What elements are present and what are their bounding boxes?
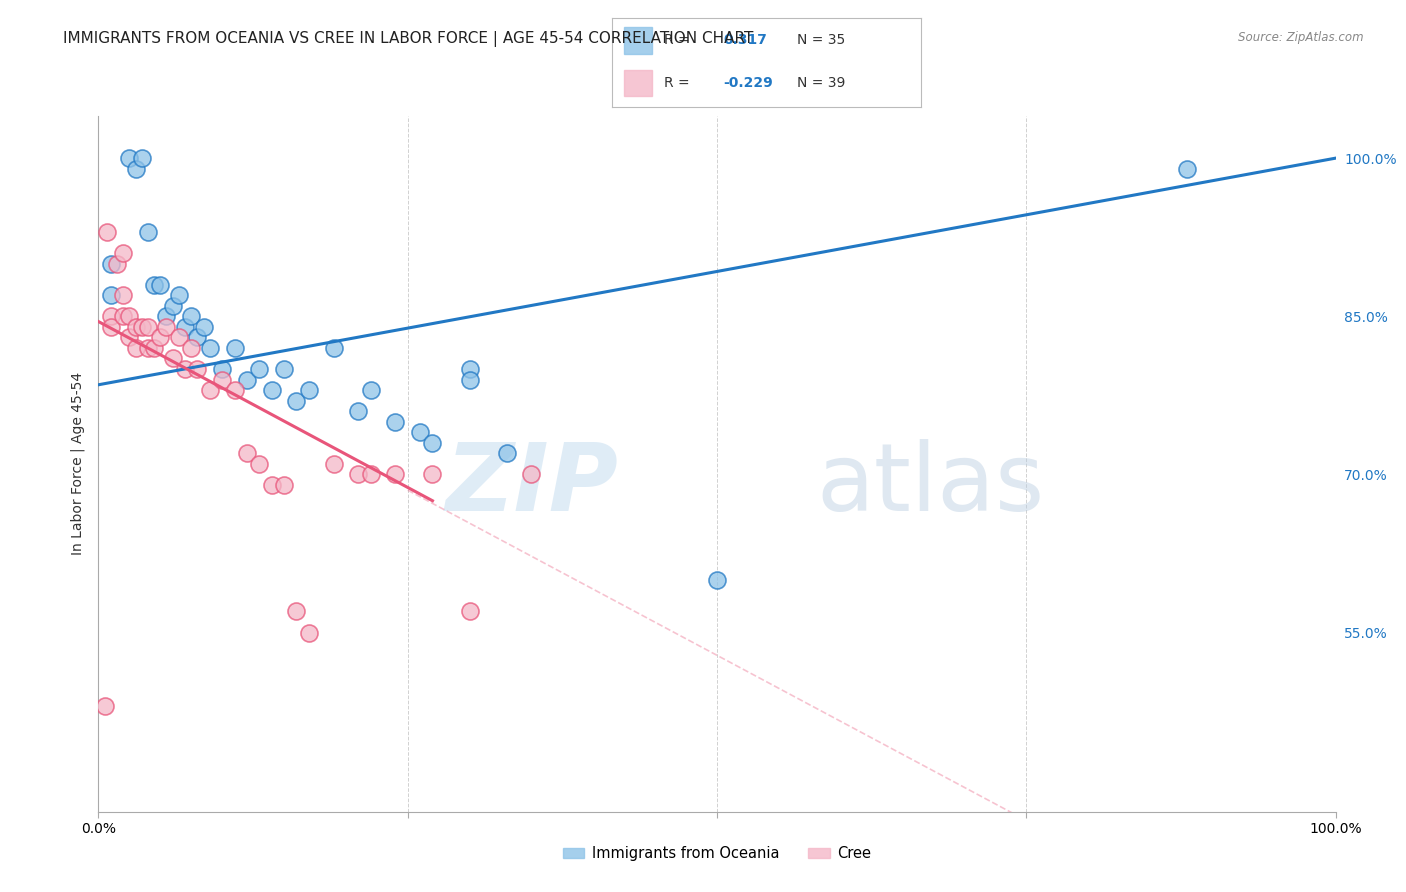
Point [162,351,184,366]
Point [100,310,122,324]
Point [186,362,208,376]
Point [131,319,153,334]
Point [260,478,283,492]
Point [409,425,432,440]
Point [124,161,146,176]
Point [211,362,233,376]
Point [273,478,295,492]
Legend: Immigrants from Oceania, Cree: Immigrants from Oceania, Cree [557,840,877,867]
Point [149,330,172,344]
Point [143,277,166,292]
Text: R =: R = [664,33,695,46]
Text: IMMIGRANTS FROM OCEANIA VS CREE IN LABOR FORCE | AGE 45-54 CORRELATION CHART: IMMIGRANTS FROM OCEANIA VS CREE IN LABOR… [63,31,754,47]
Point [458,604,481,618]
Text: N = 35: N = 35 [797,33,845,46]
Text: -0.229: -0.229 [723,76,773,89]
Point [298,625,321,640]
Point [224,383,246,397]
Point [260,383,283,397]
Point [96,225,118,239]
Point [167,330,190,344]
Point [100,288,122,302]
Point [236,446,259,460]
Point [360,467,382,482]
Point [198,383,221,397]
Point [285,393,308,408]
Point [93,699,115,714]
Point [180,341,202,355]
Point [322,457,344,471]
Point [247,362,270,376]
Point [174,362,197,376]
Point [1175,161,1198,176]
Point [198,341,221,355]
Point [118,310,141,324]
Point [322,341,344,355]
Point [186,330,208,344]
Point [247,457,270,471]
Point [384,467,406,482]
Point [495,446,517,460]
Point [167,288,190,302]
Point [236,372,259,386]
Point [285,604,308,618]
Point [155,310,177,324]
Point [155,319,177,334]
Point [124,341,146,355]
Point [124,319,146,334]
Point [118,330,141,344]
Point [211,372,233,386]
Y-axis label: In Labor Force | Age 45-54: In Labor Force | Age 45-54 [70,372,84,556]
Point [180,310,202,324]
Point [174,319,197,334]
Text: Source: ZipAtlas.com: Source: ZipAtlas.com [1239,31,1364,45]
Point [112,310,135,324]
Point [193,319,215,334]
Point [360,383,382,397]
Point [136,319,159,334]
Point [347,404,370,418]
Point [706,573,728,587]
Bar [624,70,652,96]
Point [112,288,135,302]
Point [162,299,184,313]
Point [384,415,406,429]
Point [100,256,122,270]
Point [105,256,128,270]
Point [112,246,135,260]
Point [520,467,543,482]
Point [118,151,141,165]
Text: N = 39: N = 39 [797,76,845,89]
Point [347,467,370,482]
Point [131,151,153,165]
Point [149,277,172,292]
Point [136,225,159,239]
Point [422,467,444,482]
Text: ZIP: ZIP [446,439,619,531]
Text: 0.317: 0.317 [723,33,766,46]
Point [224,341,246,355]
Point [143,341,166,355]
Text: atlas: atlas [815,439,1045,531]
Point [298,383,321,397]
Point [458,362,481,376]
Point [273,362,295,376]
Text: R =: R = [664,76,695,89]
Point [100,319,122,334]
Point [422,435,444,450]
Point [136,341,159,355]
Bar [624,27,652,54]
Point [458,372,481,386]
